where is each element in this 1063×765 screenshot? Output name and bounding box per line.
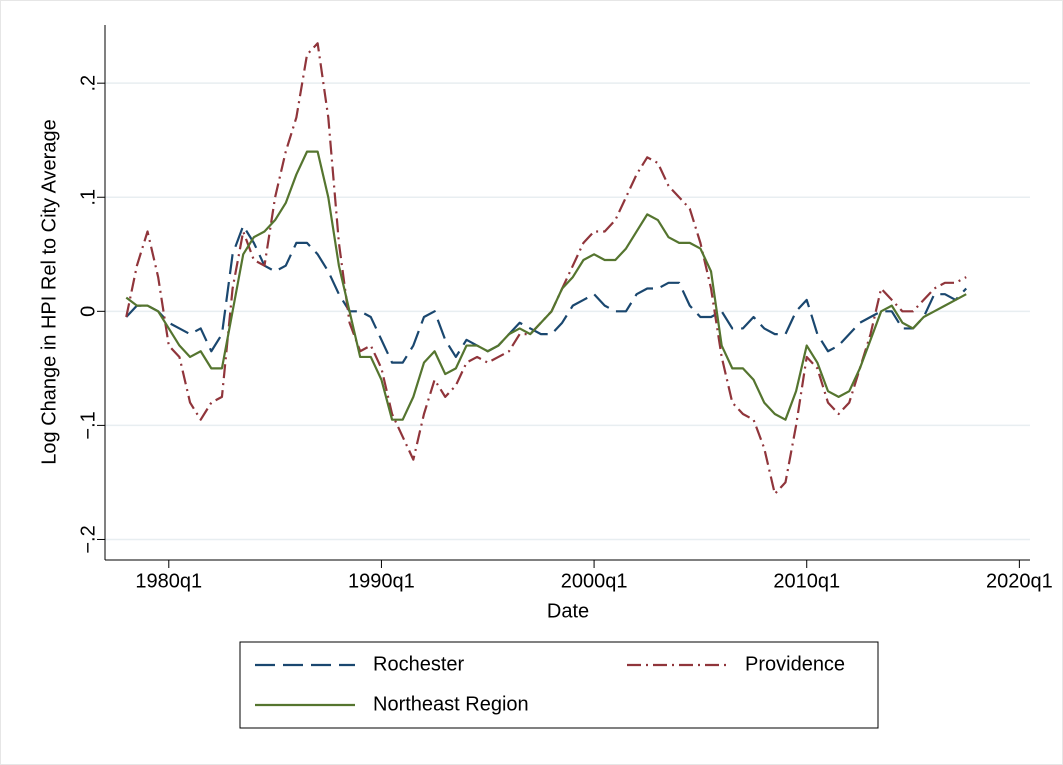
legend-label: Providence (745, 653, 845, 675)
y-tick-label: .2 (77, 75, 99, 92)
x-tick-label: 1990q1 (348, 570, 415, 592)
legend-box (239, 641, 879, 729)
y-tick-label: −.2 (77, 525, 99, 553)
y-axis-title: Log Change in HPI Rel to City Average (38, 119, 60, 464)
x-tick-label: 2010q1 (773, 570, 840, 592)
y-tick-label: −.1 (77, 411, 99, 439)
x-tick-label: 2020q1 (986, 570, 1053, 592)
y-tick-label: 0 (77, 306, 99, 317)
legend-label: Northeast Region (373, 693, 529, 715)
x-tick-label: 2000q1 (561, 570, 628, 592)
series-line (125, 224, 968, 364)
series-line (125, 42, 967, 495)
series-line (125, 150, 967, 421)
legend-label: Rochester (373, 653, 464, 675)
x-tick-label: 1980q1 (135, 570, 202, 592)
y-tick-label: .1 (77, 189, 99, 206)
x-axis-title: Date (547, 600, 589, 622)
